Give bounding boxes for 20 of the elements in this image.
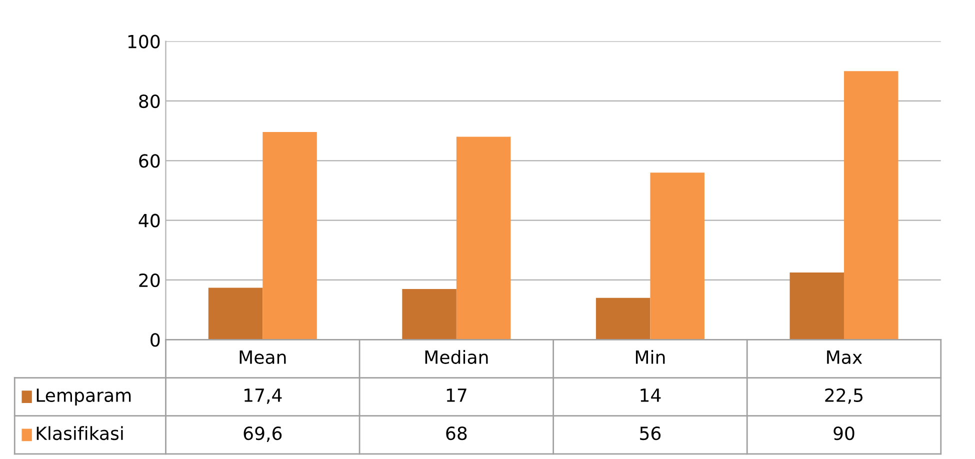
y-tick-label: 60 xyxy=(139,154,160,168)
data-label: 90 xyxy=(834,426,854,440)
x-tick-label: Max xyxy=(827,350,862,364)
x-tick-label: Min xyxy=(636,350,665,364)
data-label: 68 xyxy=(446,426,467,440)
data-label: 69,6 xyxy=(244,426,282,442)
y-tick-label: 20 xyxy=(139,273,160,288)
data-label: 17 xyxy=(446,388,466,402)
y-tick-label: 80 xyxy=(139,94,160,108)
y-tick-label: 0 xyxy=(150,333,160,347)
data-label: 22,5 xyxy=(825,388,863,404)
x-tick-label: Median xyxy=(425,350,488,364)
y-tick-label: 40 xyxy=(138,214,160,228)
data-label: 14 xyxy=(640,388,661,402)
legend-label: Klasifikasi xyxy=(36,426,123,440)
data-label: 17,4 xyxy=(244,388,282,404)
x-tick-label: Mean xyxy=(240,350,286,364)
legend-label: Lemparam xyxy=(36,388,131,406)
data-label: 56 xyxy=(640,426,661,440)
y-tick-label: 100 xyxy=(128,34,160,48)
